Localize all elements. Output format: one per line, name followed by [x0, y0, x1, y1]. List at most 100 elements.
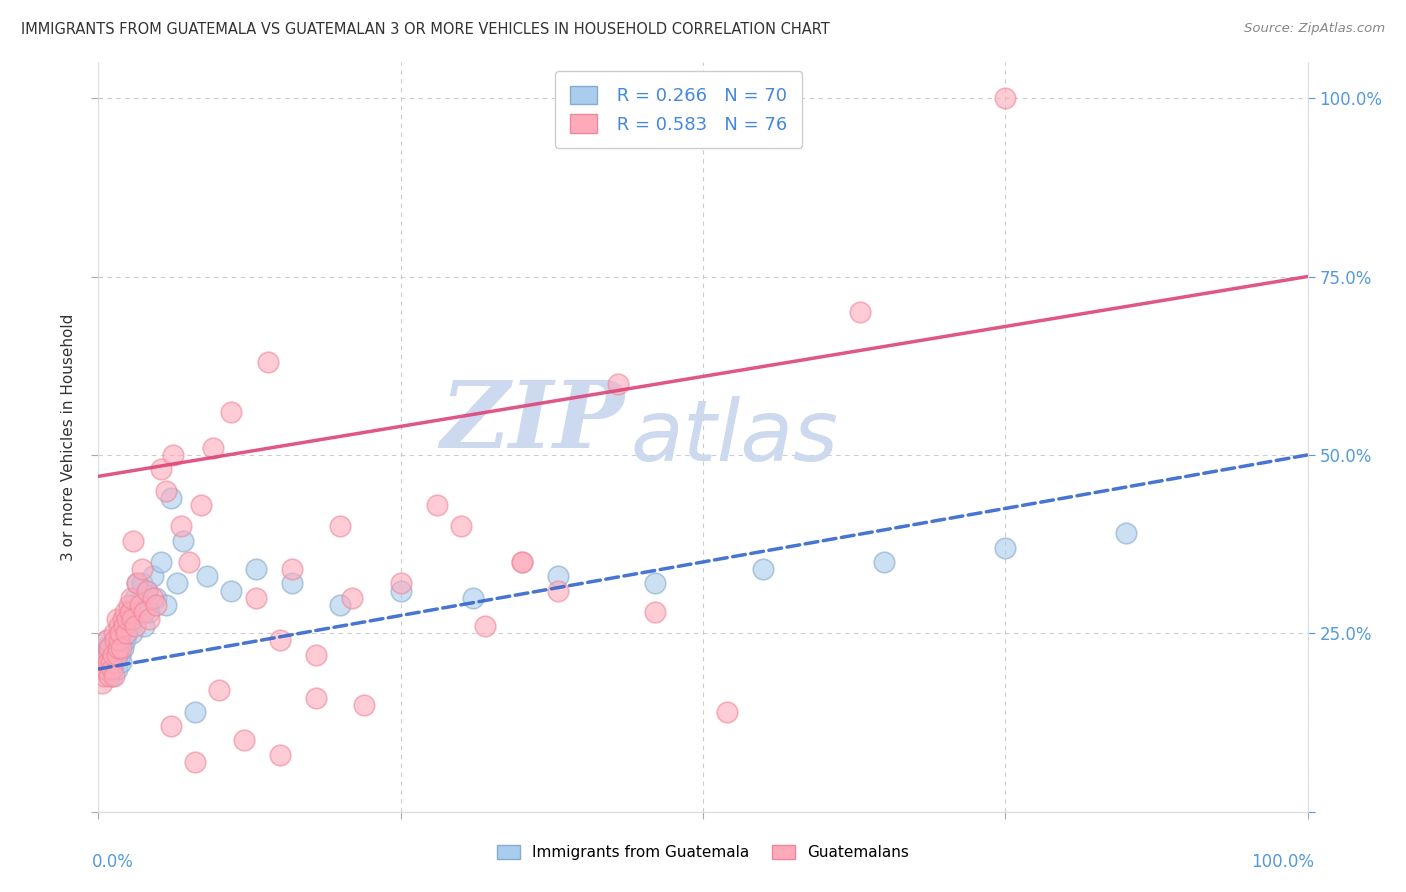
Point: [93, 640, 115, 655]
Point: [873, 555, 896, 569]
Point: [1115, 526, 1137, 541]
Point: [716, 705, 738, 719]
Point: [103, 626, 125, 640]
Point: [103, 669, 125, 683]
Point: [112, 626, 135, 640]
Point: [105, 612, 128, 626]
Point: [110, 655, 132, 669]
Point: [91, 648, 114, 662]
Point: [100, 655, 122, 669]
Point: [145, 598, 167, 612]
Point: [329, 519, 352, 533]
Point: [100, 648, 122, 662]
Point: [111, 612, 134, 626]
Point: [426, 498, 449, 512]
Point: [305, 690, 328, 705]
Point: [135, 583, 157, 598]
Point: [245, 562, 267, 576]
Point: [117, 626, 139, 640]
Point: [607, 376, 630, 391]
Point: [221, 405, 243, 419]
Point: [107, 640, 129, 655]
Point: [100, 640, 122, 655]
Point: [91, 662, 114, 676]
Point: [96, 633, 118, 648]
Point: [195, 569, 218, 583]
Point: [179, 555, 201, 569]
Point: [138, 605, 160, 619]
Point: [93, 655, 115, 669]
Point: [108, 640, 131, 655]
Point: [994, 541, 1017, 555]
Point: [115, 626, 138, 640]
Point: [115, 619, 138, 633]
Point: [131, 576, 153, 591]
Point: [145, 591, 167, 605]
Point: [752, 562, 775, 576]
Point: [547, 569, 569, 583]
Point: [281, 562, 304, 576]
Point: [114, 605, 136, 619]
Point: [124, 619, 146, 633]
Point: [117, 612, 139, 626]
Point: [256, 355, 278, 369]
Point: [108, 648, 131, 662]
Point: [100, 669, 122, 683]
Point: [644, 605, 666, 619]
Point: [389, 576, 412, 591]
Point: [98, 669, 121, 683]
Point: [118, 612, 141, 626]
Point: [118, 598, 141, 612]
Point: [342, 591, 364, 605]
Point: [114, 612, 136, 626]
Point: [134, 619, 156, 633]
Point: [155, 598, 177, 612]
Point: [150, 462, 173, 476]
Point: [450, 519, 472, 533]
Point: [269, 633, 291, 648]
Point: [190, 498, 212, 512]
Point: [124, 591, 146, 605]
Point: [120, 591, 142, 605]
Point: [98, 662, 121, 676]
Point: [160, 719, 183, 733]
Point: [221, 583, 243, 598]
Point: [281, 576, 304, 591]
Text: atlas: atlas: [630, 395, 838, 479]
Point: [121, 612, 143, 626]
Point: [105, 648, 128, 662]
Point: [98, 648, 121, 662]
Point: [107, 648, 129, 662]
Y-axis label: 3 or more Vehicles in Household: 3 or more Vehicles in Household: [60, 313, 76, 561]
Point: [128, 598, 150, 612]
Point: [463, 591, 485, 605]
Point: [97, 640, 120, 655]
Point: [127, 576, 149, 591]
Text: 100.0%: 100.0%: [1250, 853, 1313, 871]
Point: [245, 591, 267, 605]
Point: [118, 605, 141, 619]
Point: [103, 633, 125, 648]
Point: [96, 633, 118, 648]
Point: [127, 576, 149, 591]
Point: [305, 648, 328, 662]
Legend: Immigrants from Guatemala, Guatemalans: Immigrants from Guatemala, Guatemalans: [489, 838, 917, 868]
Point: [121, 626, 143, 640]
Point: [93, 655, 115, 669]
Point: [111, 640, 134, 655]
Point: [474, 619, 496, 633]
Point: [108, 626, 131, 640]
Point: [122, 598, 145, 612]
Point: [128, 605, 150, 619]
Point: [134, 605, 156, 619]
Point: [353, 698, 375, 712]
Point: [96, 648, 118, 662]
Point: [162, 448, 184, 462]
Text: ZIP: ZIP: [440, 377, 624, 467]
Point: [111, 619, 134, 633]
Point: [105, 648, 128, 662]
Point: [547, 583, 569, 598]
Point: [138, 612, 160, 626]
Point: [94, 662, 117, 676]
Point: [104, 655, 127, 669]
